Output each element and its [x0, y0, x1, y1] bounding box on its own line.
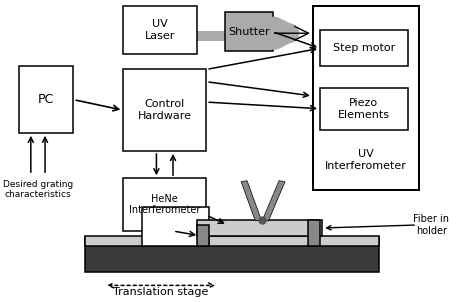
Text: UV
Interferometer: UV Interferometer [325, 149, 407, 171]
FancyArrow shape [241, 181, 261, 221]
Text: Step motor: Step motor [333, 43, 395, 53]
Bar [123, 69, 206, 151]
Bar [320, 30, 408, 66]
Text: HeNe
Interferometer: HeNe Interferometer [129, 194, 201, 215]
Text: Desired grating
characteristics: Desired grating characteristics [3, 180, 73, 199]
Bar [225, 12, 273, 51]
Text: PC: PC [38, 93, 55, 106]
Bar [19, 66, 73, 133]
Text: Fiber in
holder: Fiber in holder [413, 214, 449, 236]
Bar [313, 6, 419, 190]
Text: UV
Laser: UV Laser [145, 19, 175, 41]
Text: Shutter: Shutter [228, 27, 270, 37]
Bar [123, 6, 197, 54]
Bar [308, 220, 320, 246]
Text: Control
Hardware: Control Hardware [138, 99, 191, 121]
Bar [142, 207, 209, 246]
Bar [197, 31, 226, 41]
Text: Piezo
Elements: Piezo Elements [338, 98, 390, 120]
Text: Translation stage: Translation stage [113, 288, 209, 297]
Bar [197, 225, 209, 246]
Bar [320, 88, 408, 130]
FancyArrow shape [263, 181, 285, 221]
Bar [197, 220, 322, 236]
Bar [85, 236, 379, 246]
Bar [85, 237, 379, 272]
Bar [123, 178, 206, 231]
